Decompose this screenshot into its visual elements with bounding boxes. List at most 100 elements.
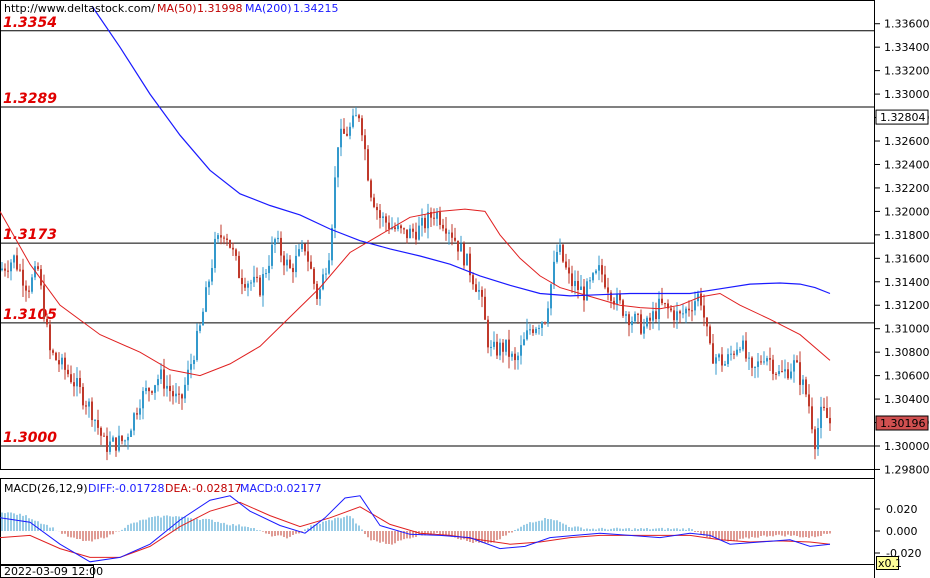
macd-macd-label: MACD:	[240, 482, 277, 495]
candle-down	[7, 270, 9, 272]
candle-down	[229, 239, 231, 248]
candle-up	[319, 289, 321, 299]
price-tick-label: 1.33000	[884, 88, 930, 101]
price-panel-frame	[0, 0, 875, 470]
ma200-label: MA(200)	[245, 2, 292, 15]
candle-up	[784, 369, 786, 372]
price-tick-label: 1.33600	[884, 18, 930, 31]
price-axis-ticks: 1.336001.334001.332001.330001.328001.326…	[875, 18, 930, 476]
candle-down	[19, 269, 21, 271]
candle-down	[244, 284, 246, 288]
candle-up	[757, 361, 759, 367]
candle-up	[418, 225, 420, 240]
candle-down	[775, 373, 777, 375]
candle-down	[772, 359, 774, 374]
candle-down	[316, 283, 318, 299]
candle-down	[151, 391, 153, 393]
candle-up	[493, 341, 495, 347]
zoom-label[interactable]: x0.1	[878, 557, 902, 570]
candle-down	[73, 382, 75, 387]
candle-down	[361, 118, 363, 136]
candle-down	[601, 265, 603, 275]
current-price-marker	[875, 415, 929, 431]
candle-down	[622, 300, 624, 316]
candle-up	[643, 326, 645, 334]
candle-up	[448, 232, 450, 234]
candle-up	[715, 357, 717, 364]
candle-down	[787, 369, 789, 379]
candle-up	[337, 147, 339, 178]
candle-down	[709, 326, 711, 344]
candle-up	[736, 349, 738, 355]
candle-down	[148, 387, 150, 392]
candle-down	[412, 228, 414, 232]
candle-up	[295, 255, 297, 273]
price-markers: 1.32804 1.30196	[875, 109, 929, 431]
macd-macd-value: 0.02177	[276, 482, 322, 495]
candle-down	[721, 354, 723, 366]
candle-up	[217, 235, 219, 239]
macd-tick-label: 0.000	[886, 525, 918, 538]
candle-up	[742, 340, 744, 350]
candle-up	[124, 440, 126, 442]
candle-up	[547, 308, 549, 324]
candle-down	[637, 313, 639, 315]
candle-up	[286, 259, 288, 266]
candlesticks	[1, 107, 831, 461]
candle-up	[157, 379, 159, 386]
candle-up	[580, 286, 582, 290]
candle-up	[328, 260, 330, 274]
candle-up	[139, 408, 141, 415]
candle-up	[511, 353, 513, 357]
candle-up	[265, 273, 267, 275]
candle-down	[469, 253, 471, 276]
candle-down	[121, 435, 123, 442]
candle-down	[823, 406, 825, 408]
candle-down	[583, 286, 585, 301]
candle-up	[529, 329, 531, 331]
candle-up	[724, 364, 726, 366]
candle-down	[385, 216, 387, 223]
candle-down	[661, 298, 663, 304]
candle-up	[322, 274, 324, 290]
candle-up	[298, 249, 300, 256]
price-tick-label: 1.31600	[884, 252, 930, 265]
candle-up	[331, 227, 333, 261]
candle-down	[700, 293, 702, 306]
candle-down	[610, 292, 612, 301]
candle-down	[712, 343, 714, 364]
price-tick-label: 1.30400	[884, 393, 930, 406]
candle-down	[463, 243, 465, 266]
price-marker-label: 1.32804	[880, 111, 926, 124]
candle-down	[49, 324, 51, 351]
candle-down	[388, 222, 390, 229]
candle-down	[82, 386, 84, 406]
candle-down	[814, 429, 816, 450]
candle-up	[694, 301, 696, 311]
candle-up	[127, 436, 129, 441]
candle-down	[796, 360, 798, 363]
candle-up	[589, 280, 591, 282]
candle-up	[754, 366, 756, 368]
zoom-box[interactable]	[876, 556, 899, 570]
candle-up	[76, 378, 78, 387]
candle-down	[487, 319, 489, 348]
ma50-label: MA(50)	[157, 2, 197, 15]
price-marker-label: 1.30196	[880, 417, 926, 430]
candle-up	[409, 228, 411, 239]
candle-down	[373, 197, 375, 207]
candle-down	[826, 407, 828, 418]
candle-down	[679, 311, 681, 314]
candle-up	[646, 317, 648, 327]
candle-up	[247, 283, 249, 288]
candle-up	[352, 115, 354, 127]
candle-up	[355, 115, 357, 117]
candle-up	[436, 212, 438, 219]
site-url[interactable]: http://www.deltastock.com/	[4, 2, 155, 15]
candle-down	[649, 317, 651, 321]
candle-down	[562, 244, 564, 262]
level-label: 1.3105	[3, 307, 57, 323]
candle-up	[382, 216, 384, 219]
